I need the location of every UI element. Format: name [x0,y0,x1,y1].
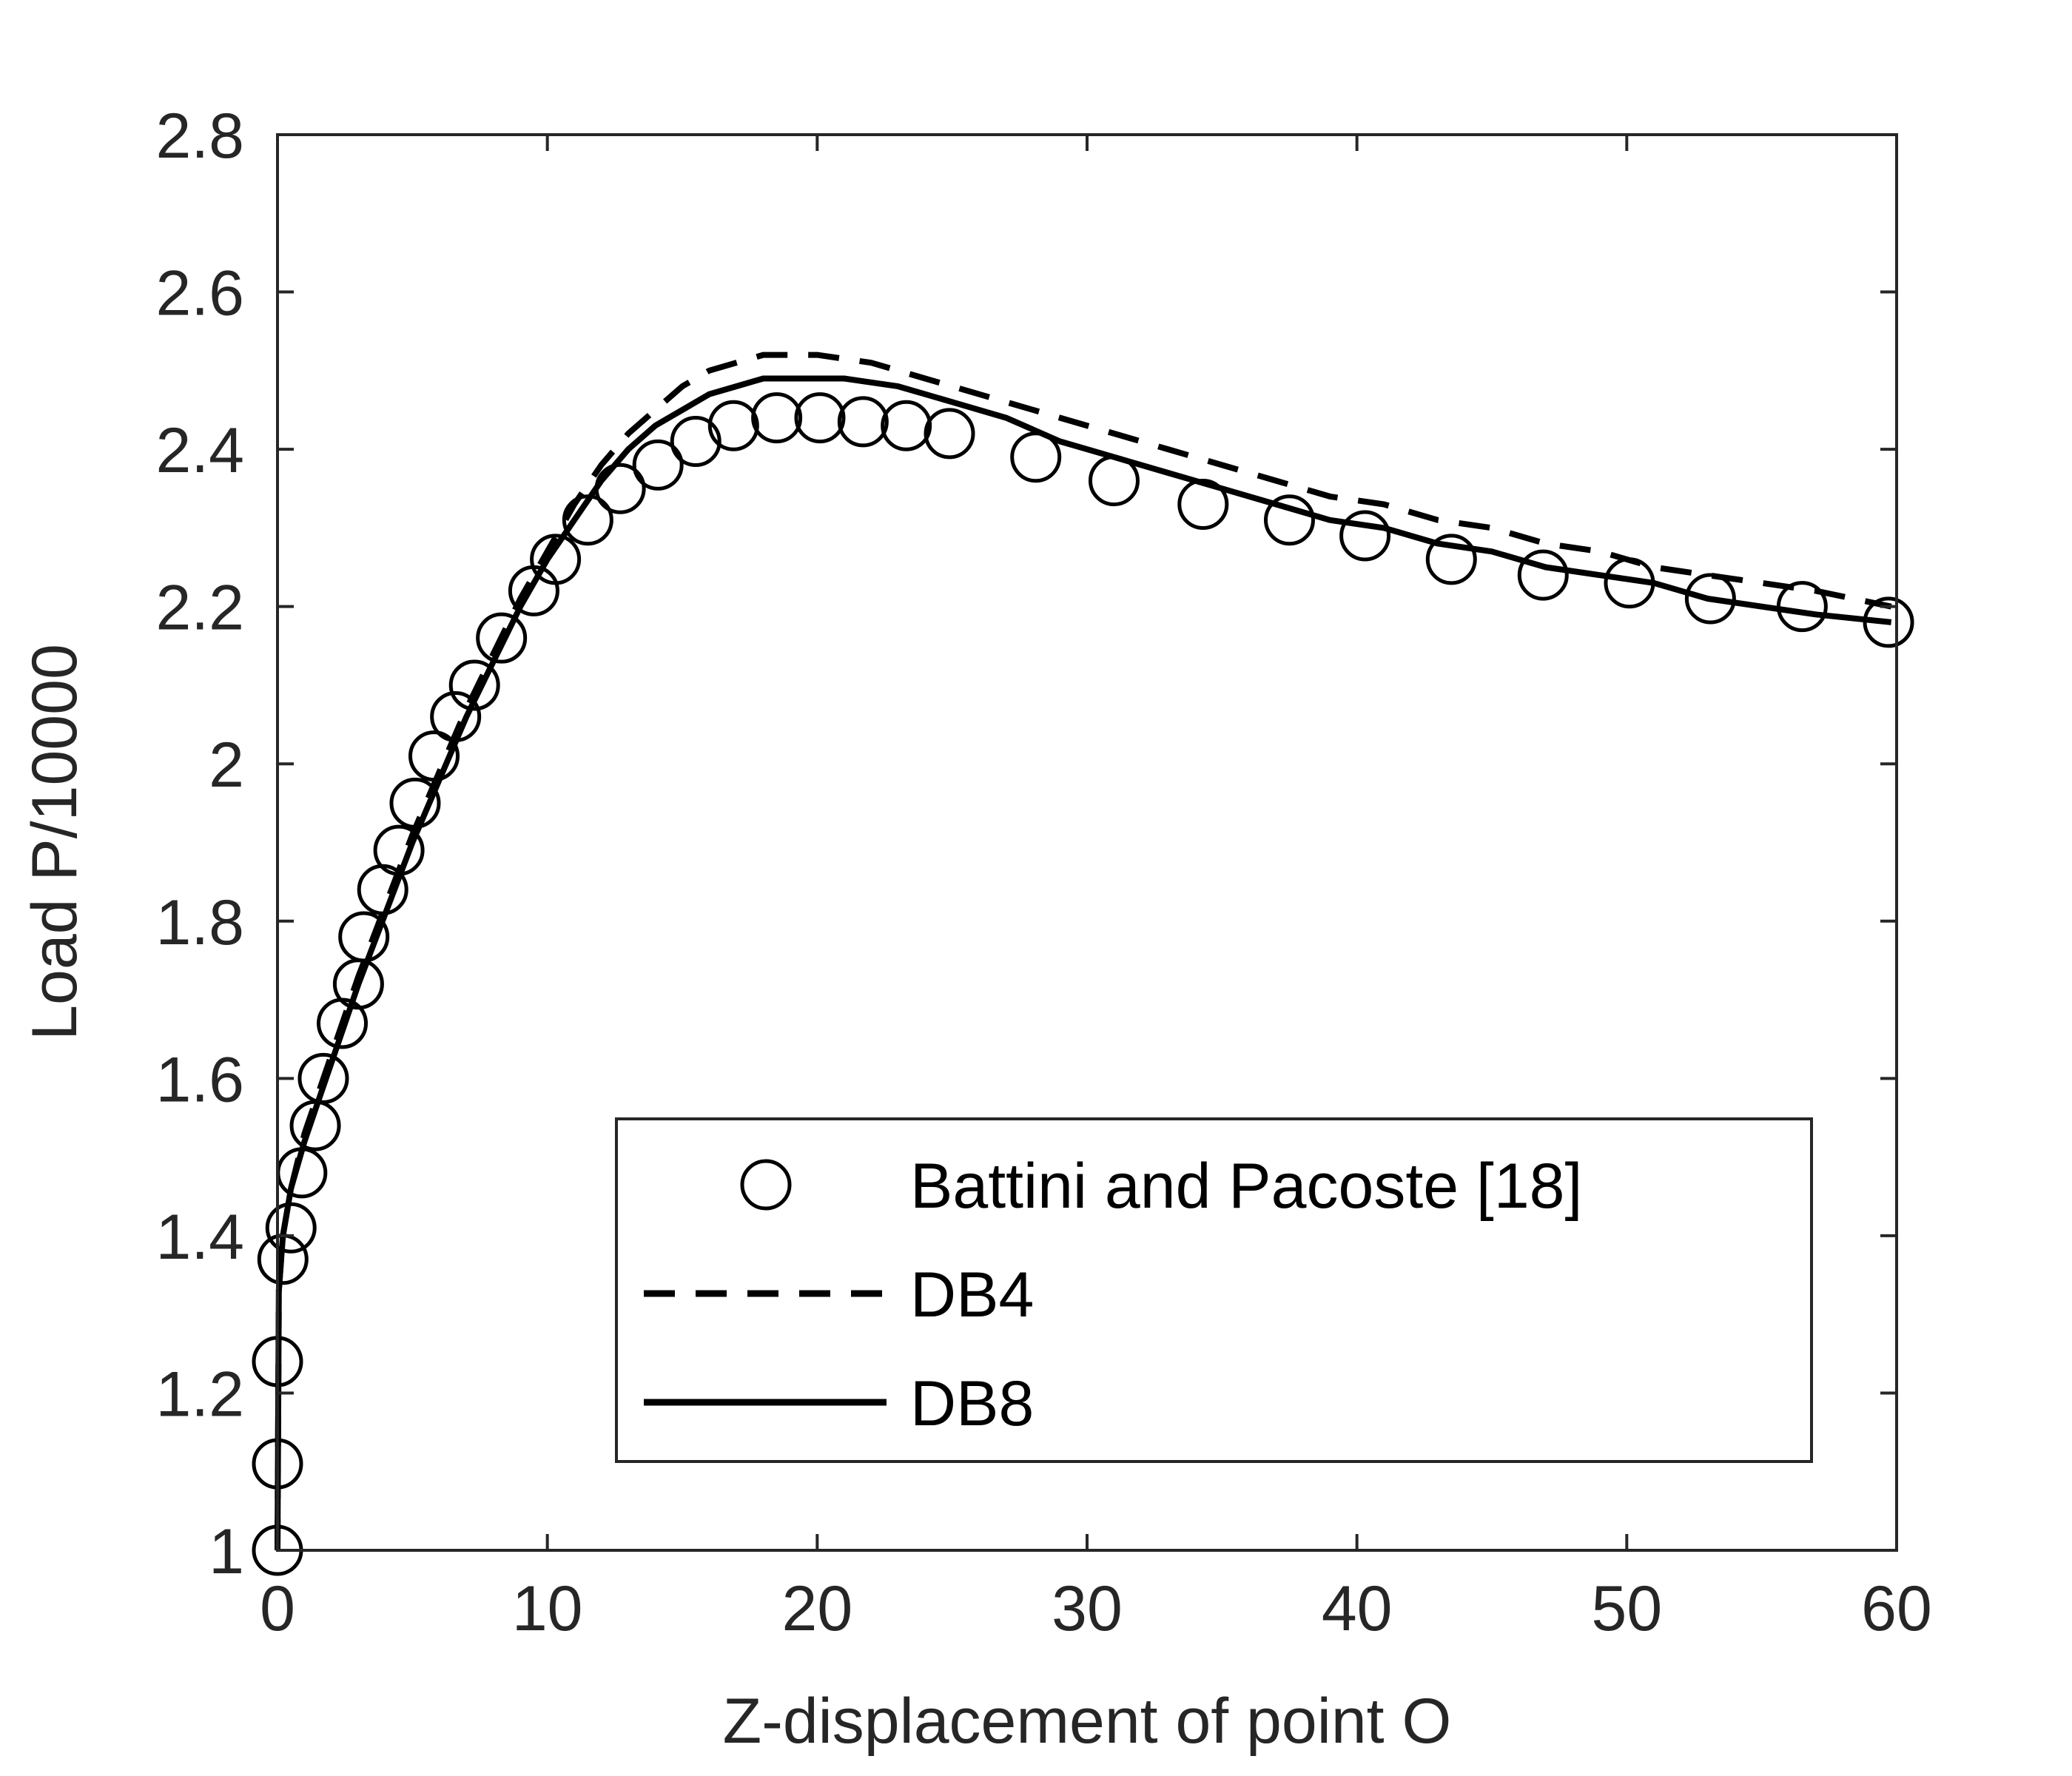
data-point-battini [707,400,759,451]
y-tick-label: 1.6 [155,1044,244,1115]
y-tick-label: 2.2 [155,573,244,644]
x-tick-label: 10 [512,1573,583,1644]
y-tick-label: 1.4 [155,1202,244,1273]
y-tick-label: 1.2 [155,1359,244,1430]
data-point-battini [1517,549,1569,601]
data-point-battini [1425,534,1477,585]
data-point-battini [448,659,500,711]
series-line-db8 [275,375,1892,1551]
data-point-battini [297,1052,349,1104]
data-point-battini [670,415,722,467]
y-tick-label: 2.4 [155,415,244,486]
data-point-battini [924,408,975,460]
x-tick-label: 50 [1591,1573,1662,1644]
y-tick-label: 1.8 [155,887,244,958]
legend-label-db8: DB8 [910,1368,1034,1439]
x-tick-label: 40 [1322,1573,1393,1644]
x-axis-label: Z-displacement of point O [723,1686,1452,1757]
series-layer [252,352,1914,1576]
data-point-battini [338,911,390,963]
data-point-battini [1339,510,1391,562]
ticks-layer: 0 10 20 30 40 50 60 1 1.2 1.4 1.6 1.8 2 2.2 2.4 2.6 2.8 [155,101,1931,1644]
legend: Battini and Pacoste [18] DB4 DB8 [615,1117,1813,1463]
data-point-battini [794,392,846,444]
x-tick-label: 60 [1861,1573,1932,1644]
x-tick-label: 0 [260,1573,295,1644]
data-point-battini [1264,494,1315,546]
legend-marker-battini [740,1159,792,1211]
x-tick-label: 30 [1052,1573,1123,1644]
y-tick-label: 2.6 [155,258,244,329]
x-tick-label: 20 [781,1573,852,1644]
data-point-battini [751,392,803,444]
legend-label-db4: DB4 [910,1259,1034,1331]
y-axis-label: Load P/10000 [19,644,90,1040]
data-point-battini [530,534,582,585]
data-point-battini [476,612,528,664]
data-point-battini [632,439,684,491]
legend-label-battini: Battini and Pacoste [18] [910,1151,1582,1222]
data-point-battini [837,396,889,448]
data-point-battini [881,400,932,451]
y-tick-label: 2 [209,730,244,801]
y-tick-label: 1 [209,1516,244,1587]
data-point-battini [1684,573,1736,625]
y-tick-label: 2.8 [155,101,244,172]
